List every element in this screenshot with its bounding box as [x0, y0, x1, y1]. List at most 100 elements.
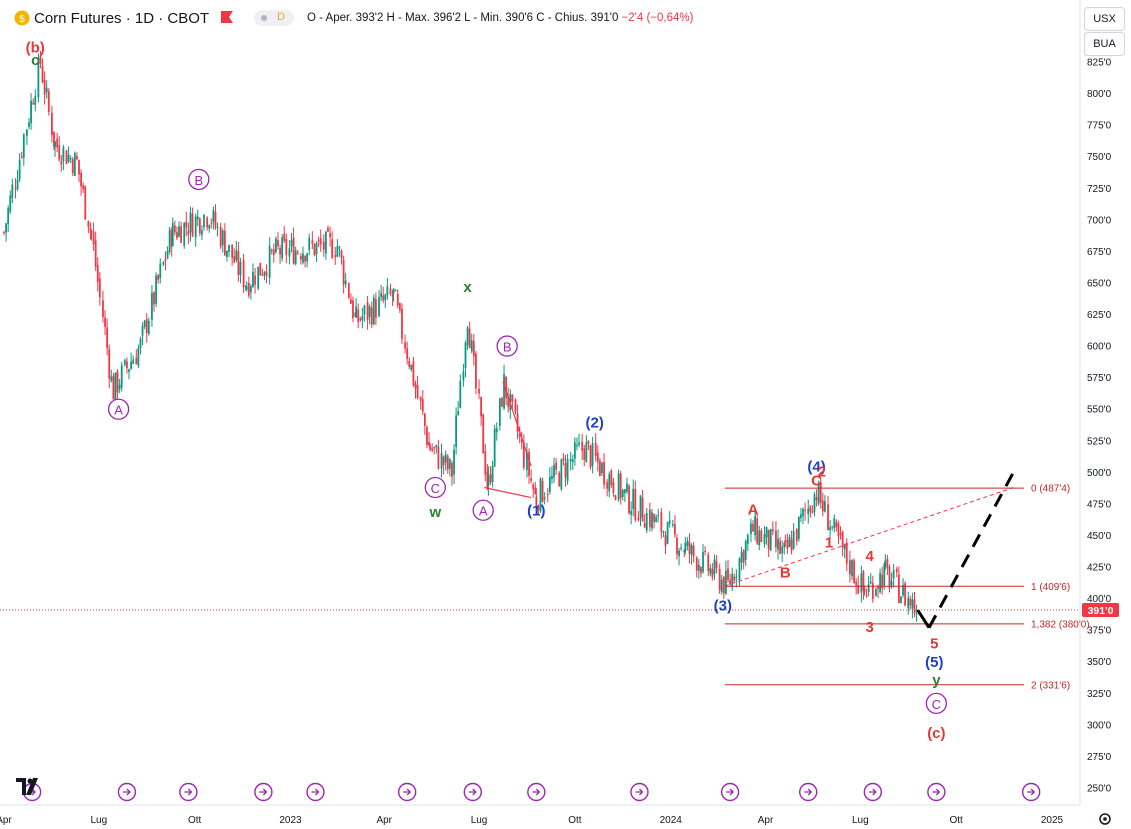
- event-marker-icon[interactable]: [117, 782, 137, 802]
- wave-label[interactable]: w: [428, 504, 441, 521]
- candle-body: [183, 222, 186, 246]
- unit-button[interactable]: BUA: [1084, 32, 1125, 56]
- symbol-title[interactable]: Corn Futures · 1D · CBOT: [34, 10, 210, 27]
- wave-label[interactable]: (b): [26, 39, 45, 56]
- event-marker-icon[interactable]: [799, 782, 818, 802]
- candle-body: [171, 222, 174, 246]
- candle-body: [392, 288, 395, 294]
- event-marker-icon[interactable]: [1021, 782, 1041, 802]
- wave-label[interactable]: A: [472, 499, 494, 521]
- fib-level-label: 1,382 (380'0): [1031, 619, 1090, 630]
- wave-label[interactable]: B: [188, 168, 210, 191]
- candle-body: [829, 527, 832, 530]
- wave-label[interactable]: A: [107, 398, 130, 420]
- wave-label[interactable]: x: [463, 279, 472, 296]
- y-tick-label: 450'0: [1087, 531, 1112, 542]
- wave-label[interactable]: C: [925, 692, 948, 715]
- candle-body: [581, 441, 584, 451]
- candle-body: [883, 563, 886, 586]
- candle-body: [108, 349, 111, 379]
- wave-label[interactable]: (5): [925, 654, 943, 671]
- currency-button[interactable]: USX: [1084, 7, 1125, 31]
- wave-label[interactable]: y: [932, 672, 941, 689]
- wave-label[interactable]: C: [424, 476, 446, 499]
- candle-body: [909, 598, 912, 606]
- fib-level-label: 2 (331'6): [1031, 680, 1070, 691]
- event-marker-icon[interactable]: [630, 782, 649, 802]
- wave-label[interactable]: (2): [586, 414, 604, 431]
- candle-body: [311, 240, 314, 244]
- event-marker-icon[interactable]: [720, 782, 740, 802]
- wave-label[interactable]: 4: [866, 548, 875, 565]
- wave-label[interactable]: 2: [818, 464, 826, 481]
- candle-body: [120, 365, 123, 388]
- wave-label[interactable]: (4): [807, 459, 825, 476]
- y-tick-label: 600'0: [1087, 342, 1112, 353]
- eye-icon: [261, 15, 267, 21]
- wave-label[interactable]: 3: [866, 619, 874, 636]
- event-marker-icon[interactable]: [179, 782, 198, 802]
- candle-body: [357, 309, 360, 322]
- candle-body: [779, 541, 782, 554]
- corn-symbol-icon: $: [14, 10, 30, 26]
- flag-icon[interactable]: [220, 10, 234, 24]
- event-marker-icon[interactable]: [527, 782, 546, 802]
- wave-label[interactable]: c: [31, 52, 39, 69]
- wave-label[interactable]: 5: [930, 635, 938, 652]
- wave-label[interactable]: (c): [927, 725, 945, 742]
- candle-body: [516, 413, 519, 432]
- wave-label[interactable]: C: [811, 472, 822, 489]
- candle-body: [711, 568, 714, 578]
- wave-label[interactable]: (1): [527, 503, 545, 520]
- candle-body: [507, 395, 510, 407]
- event-marker-icon[interactable]: [306, 782, 325, 802]
- wave-label[interactable]: A: [748, 501, 759, 518]
- candle-body: [292, 237, 295, 264]
- candle-body: [746, 534, 749, 544]
- candle-body: [306, 253, 309, 262]
- event-marker-icon[interactable]: [254, 782, 273, 802]
- wave-label[interactable]: (3): [714, 597, 732, 614]
- candle-body: [206, 217, 209, 228]
- candle-body: [769, 529, 772, 551]
- wave-label[interactable]: B: [496, 335, 518, 357]
- price-axis-panel[interactable]: USX BUA: [1080, 0, 1131, 829]
- candle-body: [790, 539, 793, 551]
- wave-label-text: C: [932, 697, 941, 712]
- x-tick-label: Lug: [852, 815, 869, 826]
- candle-body: [823, 501, 826, 512]
- mode-badge[interactable]: D: [254, 10, 294, 26]
- candle-body: [116, 371, 119, 393]
- event-marker-icon[interactable]: [463, 782, 482, 802]
- event-marker-icon[interactable]: [863, 782, 883, 802]
- event-marker-icon[interactable]: [927, 782, 946, 802]
- candle-body: [32, 102, 35, 105]
- candle-body: [14, 187, 17, 189]
- dashed-trendline[interactable]: [724, 487, 1014, 587]
- candle-body: [632, 488, 635, 510]
- wave-label-text: 2: [818, 464, 826, 481]
- settings-gear-icon[interactable]: [1099, 813, 1111, 825]
- candle-body: [752, 523, 754, 532]
- trendline[interactable]: [502, 381, 532, 467]
- wave-label[interactable]: B: [780, 565, 791, 582]
- tradingview-logo[interactable]: [16, 778, 38, 795]
- candle-body: [41, 65, 44, 83]
- candle-body: [634, 488, 637, 520]
- trendline[interactable]: [484, 486, 532, 499]
- candle-body: [576, 445, 578, 447]
- wave-label[interactable]: 1: [825, 534, 833, 551]
- candle-body: [308, 237, 311, 251]
- candle-body: [283, 233, 286, 241]
- y-tick-label: 500'0: [1087, 468, 1112, 479]
- candle-body: [259, 262, 262, 276]
- projection-down-line[interactable]: [916, 609, 931, 629]
- projection-up-dashed-line[interactable]: [927, 471, 1015, 629]
- y-tick-label: 325'0: [1087, 689, 1112, 700]
- event-marker-icon[interactable]: [397, 782, 417, 802]
- candle-body: [713, 559, 716, 574]
- wave-circle: [188, 168, 210, 191]
- candle-body: [860, 573, 863, 593]
- candle-body: [583, 448, 586, 460]
